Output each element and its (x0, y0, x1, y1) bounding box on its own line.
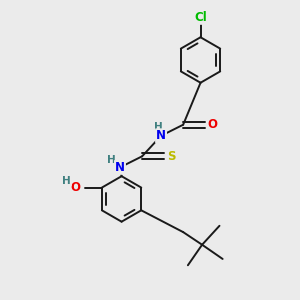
Text: O: O (207, 118, 217, 131)
Text: N: N (156, 129, 166, 142)
Text: N: N (115, 161, 125, 174)
Text: H: H (107, 155, 116, 165)
Text: H: H (62, 176, 71, 186)
Text: O: O (70, 181, 80, 194)
Text: Cl: Cl (194, 11, 207, 24)
Text: S: S (167, 150, 176, 163)
Text: H: H (154, 122, 163, 132)
